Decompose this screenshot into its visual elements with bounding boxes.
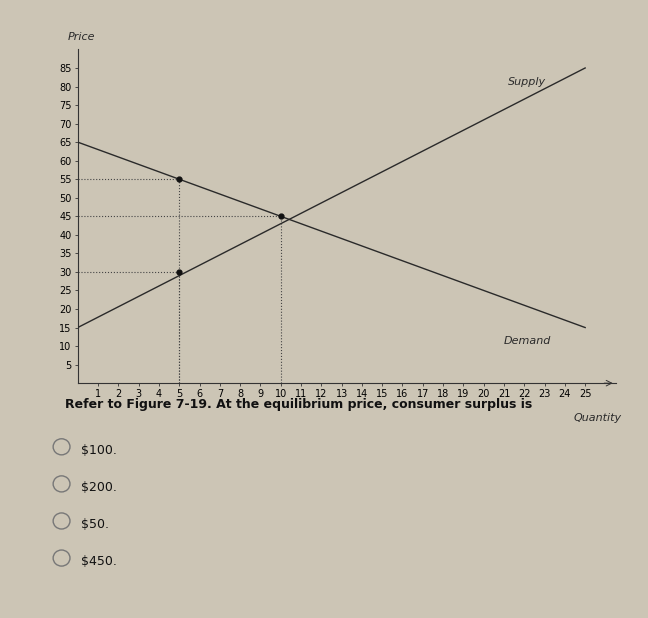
- Text: $200.: $200.: [81, 481, 117, 494]
- Text: Supply: Supply: [508, 77, 546, 87]
- Text: $450.: $450.: [81, 556, 117, 569]
- Text: Quantity: Quantity: [573, 413, 621, 423]
- Text: $100.: $100.: [81, 444, 117, 457]
- Text: Demand: Demand: [504, 336, 551, 346]
- Text: Price: Price: [67, 32, 95, 42]
- Text: $50.: $50.: [81, 519, 109, 531]
- Text: Refer to Figure 7-19. At the equilibrium price, consumer surplus is: Refer to Figure 7-19. At the equilibrium…: [65, 398, 532, 411]
